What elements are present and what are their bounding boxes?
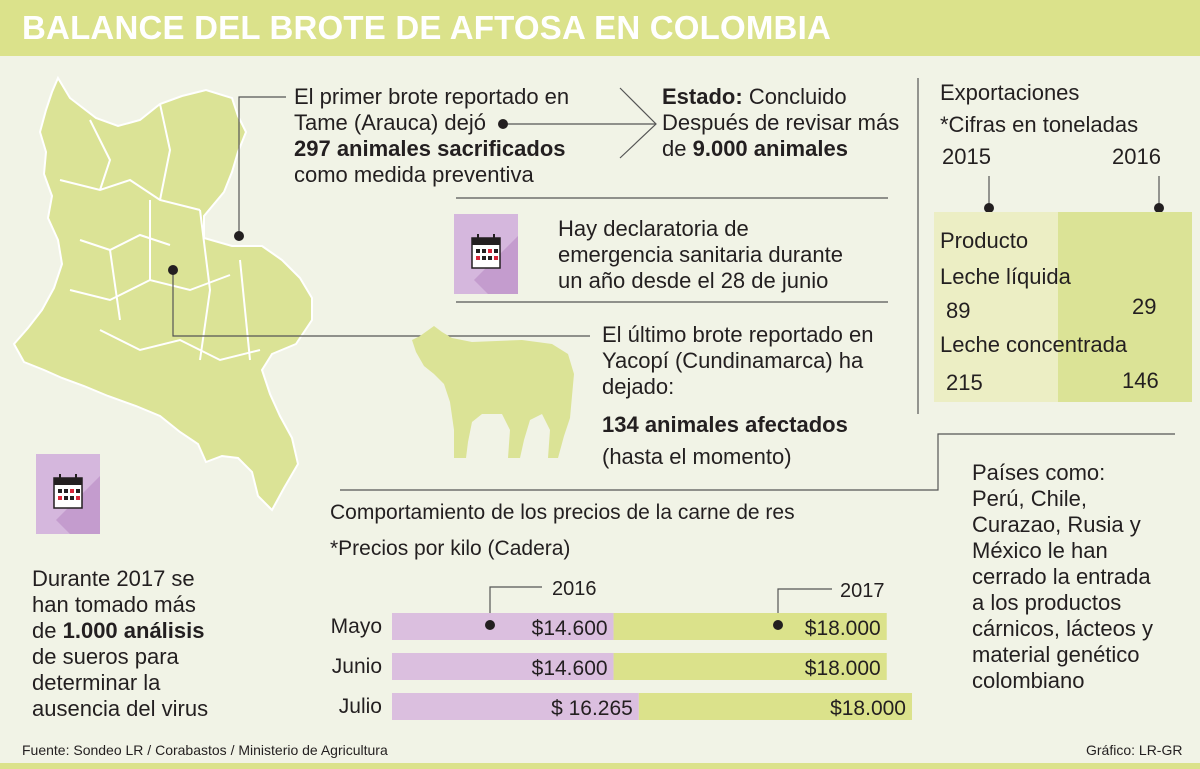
legend-2016-dot <box>485 620 495 630</box>
analisis-line-3: de 1.000 análisis <box>32 618 205 644</box>
export-row-1-2015: 89 <box>946 298 971 323</box>
category-label: Junio <box>332 655 382 678</box>
yacopi-line-2: Yacopí (Cundinamarca) ha <box>602 348 864 373</box>
paises-line: a los productos <box>972 590 1122 615</box>
analisis-line-5: determinar la <box>32 670 161 695</box>
emergencia-line-2: emergencia sanitaria durante <box>558 242 843 267</box>
tame-bold: 297 animales sacrificados <box>294 136 566 161</box>
bar-2016-label: $14.600 <box>532 657 608 680</box>
export-row-2-product: Leche concentrada <box>940 332 1128 357</box>
page-title: BALANCE DEL BROTE DE AFTOSA EN COLOMBIA <box>22 9 831 46</box>
bottom-bar <box>0 763 1200 769</box>
bar-2016 <box>392 693 639 720</box>
chart-title: Comportamiento de los precios de la carn… <box>330 501 795 524</box>
legend-2016-leader <box>489 586 542 625</box>
paises-line: material genético <box>972 642 1140 667</box>
export-title: Exportaciones <box>940 80 1079 106</box>
analisis-bold: 1.000 análisis <box>62 618 205 643</box>
calendar-icon <box>454 214 518 294</box>
yacopi-bold: 134 animales afectados <box>602 412 848 437</box>
footer-source: Fuente: Sondeo LR / Corabastos / Ministe… <box>22 742 388 758</box>
estado-pre: de <box>662 136 687 161</box>
colombia-map-icon <box>12 75 313 512</box>
estado-line-1: Estado: Concluido <box>662 84 847 110</box>
tame-line-1: El primer brote reportado en <box>294 84 570 109</box>
legend-2017: 2017 <box>840 580 885 602</box>
bar-2017-label: $18.000 <box>805 657 881 680</box>
bar-2016-label: $14.600 <box>532 617 608 640</box>
estado-line-3: de 9.000 animales <box>662 136 848 162</box>
yacopi-note: (hasta el momento) <box>602 444 792 469</box>
estado-bold: 9.000 animales <box>692 136 848 161</box>
export-year-2016: 2016 <box>1112 144 1161 169</box>
calendar-icon <box>36 454 100 534</box>
category-label: Mayo <box>331 615 382 638</box>
export-title-text: Exportaciones <box>940 80 1080 105</box>
export-col-2015 <box>934 212 1058 402</box>
paises-block: Países como: Perú, Chile, Curazao, Rusia… <box>972 460 1153 694</box>
yacopi-line-1: El último brote reportado en <box>602 322 874 347</box>
legend-2016: 2016 <box>552 578 597 600</box>
export-row-2-2015: 215 <box>946 370 983 395</box>
paises-line: cerrado la entrada <box>972 564 1151 589</box>
export-row-1-2016: 29 <box>1132 294 1157 319</box>
analisis-line-4: de sueros para <box>32 644 179 669</box>
paises-line: colombiano <box>972 668 1085 693</box>
export-header: Producto <box>940 228 1029 253</box>
bar-2017-label: $18.000 <box>805 617 881 640</box>
emergencia-line-3: un año desde el 28 de junio <box>558 268 829 293</box>
footer-credit: Gráfico: LR-GR <box>1086 742 1183 758</box>
tame-line-4: como medida preventiva <box>294 162 534 187</box>
analisis-pre: de <box>32 618 57 643</box>
bar-2017-label: $18.000 <box>830 697 906 720</box>
estado-label: Estado: <box>662 84 743 109</box>
bar-2017 <box>638 693 912 720</box>
analisis-line-2: han tomado más <box>32 592 196 617</box>
paises-line: Perú, Chile, <box>972 486 1087 511</box>
export-row-1-product: Leche líquida <box>940 264 1071 289</box>
bar-2016-label: $ 16.265 <box>551 697 633 720</box>
chart-subtitle: *Precios por kilo (Cadera) <box>330 537 571 560</box>
estado-line-2: Después de revisar más <box>662 110 900 135</box>
analisis-line-1: Durante 2017 se <box>32 566 195 591</box>
export-year-2015: 2015 <box>942 144 991 169</box>
legend-2017-dot <box>773 620 783 630</box>
bar-2016 <box>392 653 614 680</box>
yacopi-line-3: dejado: <box>602 374 675 399</box>
paises-line: Países como: <box>972 460 1106 485</box>
cow-icon <box>412 326 574 458</box>
export-row-2-2016: 146 <box>1122 368 1159 393</box>
analisis-line-6: ausencia del virus <box>32 696 209 721</box>
title-bar <box>0 0 1200 56</box>
export-subtitle: *Cifras en toneladas <box>940 112 1139 137</box>
price-chart: 2016 2017 Mayo $14.600 $18.000 Junio $14.600 $1… <box>331 578 912 720</box>
export-col-2016 <box>1058 212 1192 402</box>
tame-line-2: Tame (Arauca) dejó <box>294 110 486 135</box>
emergencia-line-1: Hay declaratoria de <box>558 216 749 241</box>
estado-value: Concluido <box>748 84 847 109</box>
paises-line: cárnicos, lácteos y <box>972 616 1153 641</box>
paises-line: Curazao, Rusia y <box>972 512 1141 537</box>
bar-2017 <box>613 613 887 640</box>
bar-2016 <box>392 613 614 640</box>
bar-2017 <box>613 653 887 680</box>
paises-line: México le han <box>972 538 1108 563</box>
category-label: Julio <box>339 695 382 718</box>
